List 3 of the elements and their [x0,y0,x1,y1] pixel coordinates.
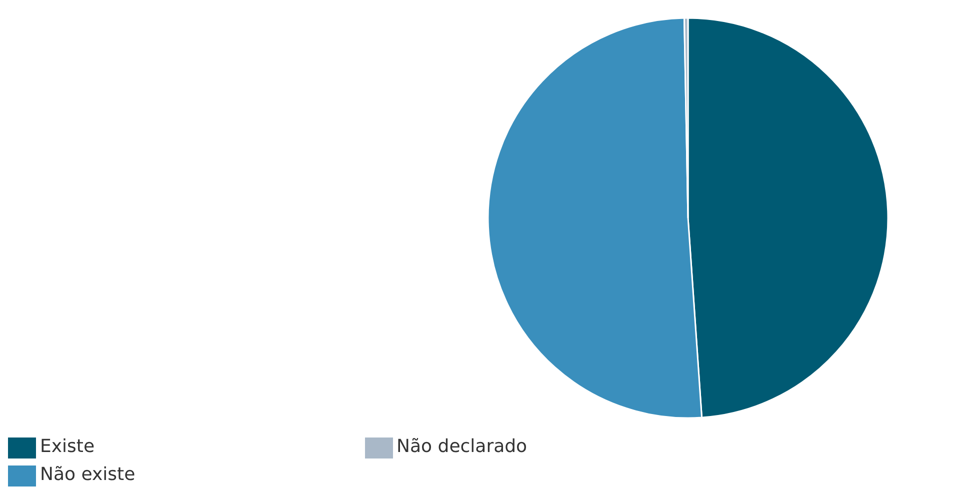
legend-label: Não existe [40,464,136,486]
legend-label: Não declarado [396,436,528,458]
legend-label: Existe [40,436,95,458]
